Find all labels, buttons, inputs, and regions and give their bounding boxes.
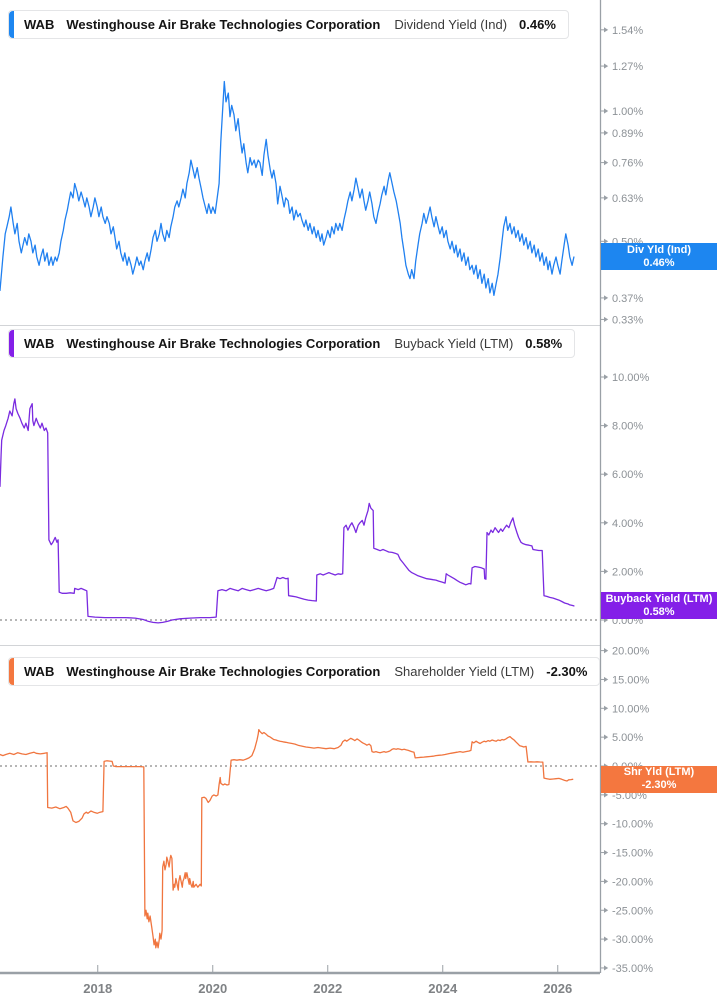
badge-label: Shr Yld (LTM) — [623, 766, 695, 779]
y-tick-arrow — [604, 63, 609, 69]
y-tick-arrow — [604, 648, 609, 654]
company-name-label: Westinghouse Air Brake Technologies Corp… — [66, 336, 381, 351]
y-axis-tick-label: 1.54% — [612, 25, 643, 37]
ticker-label: WAB — [24, 664, 55, 679]
y-axis-tick-label: 5.00% — [612, 732, 643, 744]
y-tick-arrow — [604, 520, 609, 526]
y-tick-arrow — [604, 423, 609, 429]
y-axis-tick-label: 0.37% — [612, 293, 643, 305]
badge-value: -2.30% — [641, 779, 677, 792]
badge-value: 0.58% — [643, 605, 675, 618]
dividend-yield-accent-bar — [9, 11, 14, 38]
y-tick-arrow — [604, 374, 609, 380]
y-tick-arrow — [604, 676, 609, 683]
y-tick-arrow — [604, 238, 609, 244]
y-axis-tick-label: 6.00% — [612, 469, 643, 481]
y-tick-arrow — [604, 130, 609, 136]
x-axis-tick-label: 2022 — [313, 981, 342, 996]
badge-value: 0.46% — [643, 256, 675, 269]
y-axis-tick-label: 10.00% — [612, 703, 650, 715]
y-tick-arrow — [604, 907, 609, 913]
y-axis-tick-label: -5.00% — [612, 790, 647, 802]
y-tick-arrow — [604, 108, 609, 114]
y-axis-tick-label: 4.00% — [612, 518, 643, 530]
y-axis-tick-label: 0.63% — [612, 193, 643, 205]
y-axis-tick-label: 0.33% — [612, 314, 643, 326]
y-tick-arrow — [604, 821, 609, 827]
badge-label: Div Yld (Ind) — [627, 243, 691, 256]
series-line-2[interactable] — [0, 728, 574, 949]
company-name-label: Westinghouse Air Brake Technologies Corp… — [66, 17, 381, 32]
shareholder-yield-last-value-badge: Shr Yld (LTM) -2.30% — [601, 765, 717, 793]
x-axis-tick-label: 2024 — [428, 981, 458, 996]
y-axis-tick-label: -10.00% — [612, 819, 653, 831]
buyback-yield-accent-bar — [9, 330, 14, 357]
y-tick-arrow — [604, 295, 609, 301]
y-tick-arrow — [604, 568, 609, 574]
metric-value-label: -2.30% — [546, 664, 588, 679]
x-axis-tick-label: 2026 — [543, 981, 572, 996]
series-line-0[interactable] — [0, 80, 575, 297]
y-tick-arrow — [604, 965, 609, 971]
ticker-label: WAB — [24, 336, 55, 351]
y-tick-arrow — [604, 159, 609, 166]
metric-value-label: 0.46% — [519, 17, 556, 32]
y-axis-tick-label: 0.89% — [612, 128, 643, 140]
metric-value-label: 0.58% — [525, 336, 563, 351]
y-axis-tick-label: 20.00% — [612, 646, 650, 658]
y-axis-tick-label: 1.27% — [612, 61, 643, 73]
y-tick-arrow — [604, 734, 609, 740]
y-axis-tick-label: -15.00% — [612, 848, 653, 860]
buyback-yield-last-value-badge: Buyback Yield (LTM) 0.58% — [601, 592, 717, 620]
y-tick-arrow — [604, 195, 609, 201]
y-axis-tick-label: -30.00% — [612, 934, 653, 946]
ticker-label: WAB — [24, 17, 55, 32]
y-tick-arrow — [604, 705, 609, 711]
buyback-yield-header[interactable]: WAB Westinghouse Air Brake Technologies … — [8, 329, 576, 358]
y-axis-tick-label: -25.00% — [612, 905, 653, 917]
y-tick-arrow — [604, 792, 609, 798]
dividend-yield-header[interactable]: WAB Westinghouse Air Brake Technologies … — [8, 10, 569, 39]
metric-name-label: Dividend Yield (Ind) — [394, 17, 508, 32]
y-tick-arrow — [604, 849, 609, 856]
y-tick-arrow — [604, 878, 609, 884]
y-axis-tick-label: 0.76% — [612, 158, 643, 170]
badge-label: Buyback Yield (LTM) — [605, 592, 713, 605]
y-axis-tick-label: 8.00% — [612, 421, 643, 433]
x-axis-tick-label: 2020 — [198, 981, 227, 996]
y-axis-tick-label: 2.00% — [612, 566, 643, 578]
metric-name-label: Shareholder Yield (LTM) — [394, 664, 535, 679]
series-line-1[interactable] — [0, 398, 575, 624]
y-axis-tick-label: 15.00% — [612, 674, 650, 686]
y-axis-tick-label: -35.00% — [612, 963, 653, 975]
company-name-label: Westinghouse Air Brake Technologies Corp… — [66, 664, 381, 679]
y-tick-arrow — [604, 316, 609, 323]
shareholder-yield-accent-bar — [9, 658, 14, 685]
y-tick-arrow — [604, 27, 609, 33]
metric-name-label: Buyback Yield (LTM) — [394, 336, 514, 351]
shareholder-yield-header[interactable]: WAB Westinghouse Air Brake Technologies … — [8, 657, 601, 686]
y-axis-tick-label: 1.00% — [612, 106, 643, 118]
y-axis-tick-label: -20.00% — [612, 876, 653, 888]
y-axis-tick-label: 10.00% — [612, 372, 650, 384]
x-axis-tick-label: 2018 — [83, 981, 112, 996]
y-tick-arrow — [604, 471, 609, 477]
dividend-yield-last-value-badge: Div Yld (Ind) 0.46% — [601, 243, 717, 271]
y-tick-arrow — [604, 936, 609, 942]
